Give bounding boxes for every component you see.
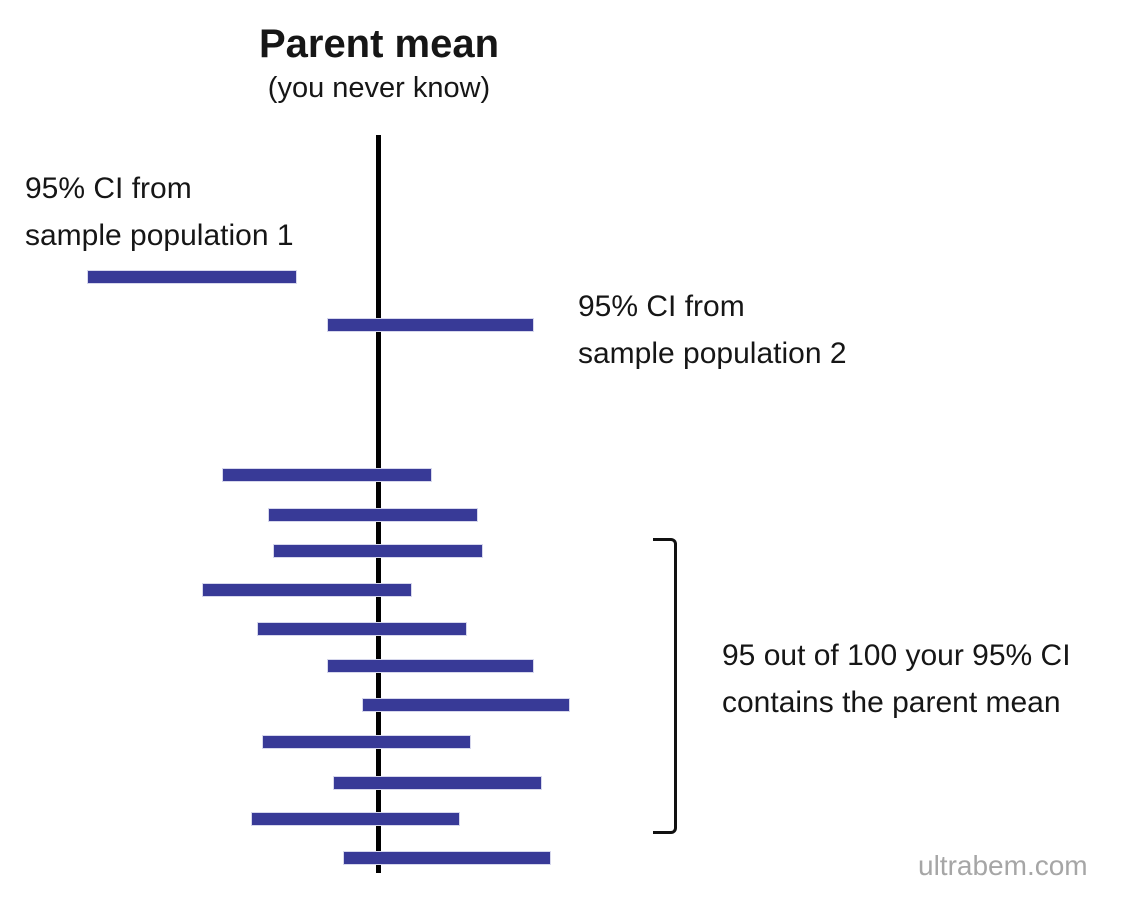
diagram-subtitle: (you never know) [267, 72, 491, 104]
diagram-title: Parent mean [258, 22, 500, 66]
ci-bar [202, 583, 412, 597]
label-sample1-line1: 95% CI from [25, 172, 192, 205]
group-bracket [653, 538, 677, 834]
label-sample2-line1: 95% CI from [578, 290, 745, 323]
ci-bar [262, 735, 471, 749]
label-sample-population-1: 95% CI from sample population 1 [25, 165, 294, 259]
annotation-line2: contains the parent mean [722, 686, 1061, 719]
ci-bar [333, 776, 542, 790]
label-sample2-line2: sample population 2 [578, 337, 847, 370]
ci-bar [273, 544, 483, 558]
ci-bar [251, 812, 460, 826]
parent-mean-line [376, 135, 381, 873]
ci-bar [327, 659, 534, 673]
ci-bar [222, 468, 432, 482]
ci-bar [257, 622, 467, 636]
annotation-line1: 95 out of 100 your 95% CI [722, 639, 1071, 672]
ci-bar [87, 270, 297, 284]
label-sample-population-2: 95% CI from sample population 2 [578, 283, 847, 377]
annotation-95-out-of-100: 95 out of 100 your 95% CI contains the p… [722, 632, 1071, 726]
ci-bar [343, 851, 551, 865]
watermark-ultrabem: ultrabem.com [918, 850, 1088, 881]
label-sample1-line2: sample population 1 [25, 219, 294, 252]
ci-bar [268, 508, 478, 522]
ci-bar [327, 318, 534, 332]
ci-bar [362, 698, 570, 712]
